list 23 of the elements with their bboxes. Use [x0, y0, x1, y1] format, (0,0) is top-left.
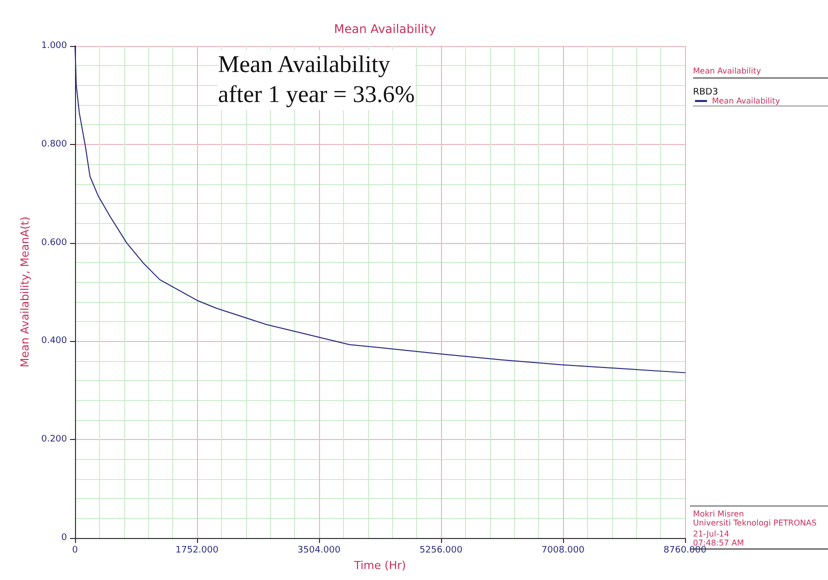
y-tick-label: 0: [61, 533, 68, 543]
legend-label: Mean Availability: [712, 96, 780, 106]
x-axis-title: Time (Hr): [353, 559, 406, 572]
x-tick-label: 5256.000: [420, 546, 463, 556]
x-tick-label: 3504.000: [298, 546, 341, 556]
y-tick-label: 1.000: [41, 41, 68, 51]
y-tick-label: 0.200: [41, 434, 68, 445]
x-tick-label: 8760.000: [664, 546, 707, 556]
y-tick-label: 0.400: [41, 336, 68, 346]
x-tick-label: 0: [72, 546, 78, 556]
y-tick-label: 0.800: [41, 139, 68, 150]
text: 21-Jul-14: [693, 530, 730, 538]
legend-title: Mean Availability: [693, 66, 762, 76]
x-tick-label: 7008.000: [542, 546, 585, 556]
y-tick-label: 0.600: [41, 238, 68, 248]
x-tick-label: 1752.000: [176, 546, 219, 556]
text: RBD3: [693, 88, 718, 98]
text: 07:48:57 AM: [693, 538, 744, 548]
text: Mokri Misren: [693, 510, 744, 518]
annotation: Mean Availability after 1 year = 33.6%: [218, 52, 415, 108]
y-axis-title: Mean Availability, MeanA(t): [18, 216, 32, 368]
chart-title: Mean Availability: [334, 22, 436, 36]
text: Universiti Teknologi PETRONAS: [693, 518, 817, 528]
